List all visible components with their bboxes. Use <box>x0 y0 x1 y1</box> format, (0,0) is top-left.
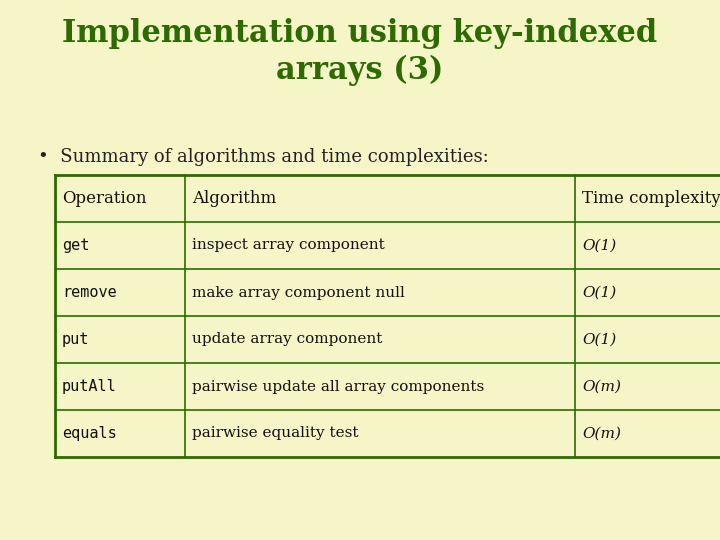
Text: putAll: putAll <box>62 379 117 394</box>
Text: make array component null: make array component null <box>192 286 405 300</box>
Bar <box>575 316 720 363</box>
Bar <box>185 316 575 363</box>
Bar <box>55 269 185 316</box>
Bar <box>185 410 575 457</box>
Bar <box>575 363 720 410</box>
Text: O(1): O(1) <box>582 286 616 300</box>
Text: equals: equals <box>62 426 117 441</box>
Bar <box>55 410 185 457</box>
Text: O(m): O(m) <box>582 427 621 441</box>
Bar <box>55 316 185 363</box>
Bar <box>575 269 720 316</box>
Bar <box>575 222 720 269</box>
Text: O(1): O(1) <box>582 333 616 347</box>
Text: pairwise update all array components: pairwise update all array components <box>192 380 485 394</box>
Text: •  Summary of algorithms and time complexities:: • Summary of algorithms and time complex… <box>38 148 489 166</box>
Bar <box>185 175 575 222</box>
Text: inspect array component: inspect array component <box>192 239 384 253</box>
Bar <box>185 363 575 410</box>
Text: get: get <box>62 238 89 253</box>
Text: update array component: update array component <box>192 333 382 347</box>
Text: O(m): O(m) <box>582 380 621 394</box>
Text: Implementation using key-indexed
arrays (3): Implementation using key-indexed arrays … <box>63 18 657 86</box>
Text: O(1): O(1) <box>582 239 616 253</box>
Bar <box>575 410 720 457</box>
Text: put: put <box>62 332 89 347</box>
Bar <box>185 269 575 316</box>
Text: Algorithm: Algorithm <box>192 190 276 207</box>
Text: Time complexity: Time complexity <box>582 190 720 207</box>
Text: remove: remove <box>62 285 117 300</box>
Bar <box>55 222 185 269</box>
Text: pairwise equality test: pairwise equality test <box>192 427 359 441</box>
Bar <box>185 222 575 269</box>
Bar <box>575 175 720 222</box>
Bar <box>55 175 185 222</box>
Text: Operation: Operation <box>62 190 146 207</box>
Bar <box>55 363 185 410</box>
